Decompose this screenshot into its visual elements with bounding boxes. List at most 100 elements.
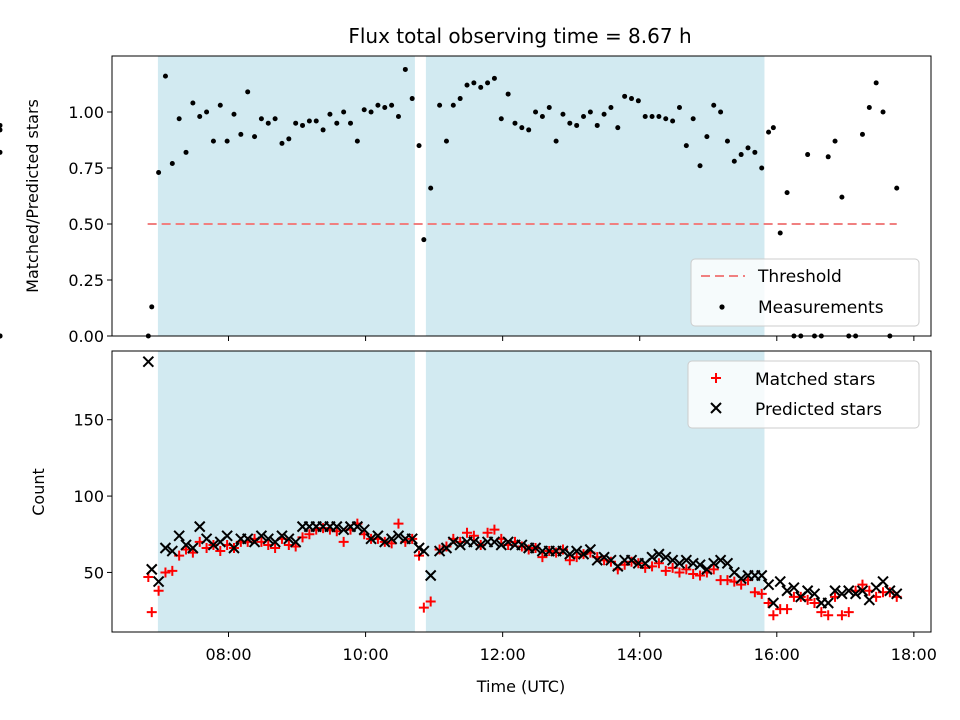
measurement-point (382, 105, 388, 111)
matched-point (318, 523, 329, 534)
measurement-point (690, 116, 696, 122)
measurement-point (156, 169, 162, 175)
predicted-point (584, 543, 597, 556)
matched-point (270, 543, 281, 554)
predicted-point (152, 575, 165, 588)
measurement-point (0, 127, 3, 133)
measurement-point (649, 113, 655, 119)
legend-matched-label: Matched stars (755, 370, 875, 390)
measurement-point (738, 152, 744, 158)
predicted-point (666, 554, 679, 566)
predicted-point (194, 520, 206, 533)
x-tick-label: 08:00 (205, 645, 251, 664)
x-tick-label: 18:00 (891, 645, 937, 664)
predicted-point (708, 557, 720, 569)
measurement-point (805, 152, 811, 158)
measurement-point (880, 109, 886, 115)
predicted-point (392, 530, 405, 542)
predicted-point (447, 536, 460, 548)
predicted-point (433, 545, 446, 557)
measurement-point (894, 185, 900, 191)
measurement-point (581, 113, 587, 119)
predicted-point (516, 539, 528, 551)
matched-point (749, 587, 760, 598)
x-tick-label: 12:00 (480, 645, 526, 664)
matched-point (516, 541, 527, 552)
measurement-point (533, 109, 539, 115)
matched-point (418, 602, 429, 613)
predicted-point (495, 539, 507, 551)
measurement-point (683, 143, 689, 149)
bottom-legend: Matched stars Predicted stars (687, 360, 920, 429)
y-tick-label: 100 (73, 487, 104, 506)
predicted-point (406, 533, 418, 545)
measurement-point (265, 120, 271, 126)
measurement-point (341, 109, 347, 115)
matched-point (674, 567, 685, 578)
measurement-point (594, 122, 600, 128)
y-tick-label: 50 (84, 563, 104, 582)
measurement-point (279, 140, 285, 146)
measurement-point (873, 80, 879, 86)
measurement-point (718, 109, 724, 115)
measurement-point (176, 116, 182, 122)
measurement-point (320, 127, 326, 133)
measurement-point (217, 102, 223, 108)
bottom-shaded-intervals (157, 351, 765, 632)
matched-point (857, 579, 868, 590)
matched-point (836, 610, 847, 621)
matched-point (816, 607, 827, 618)
predicted-point (262, 533, 274, 545)
matched-point (462, 527, 473, 538)
predicted-point (418, 545, 430, 557)
measurement-point (464, 82, 470, 88)
shaded-interval-1 (157, 56, 415, 336)
predicted-point (808, 588, 821, 600)
measurement-point (704, 134, 710, 140)
measurement-point (745, 145, 751, 151)
measurement-point (348, 120, 354, 126)
y-tick-label: 0.50 (68, 215, 104, 234)
predicted-point (653, 548, 665, 560)
measurement-point (759, 165, 765, 171)
predicted-point (529, 542, 542, 554)
measurement-point (334, 120, 340, 126)
measurement-point (389, 102, 395, 108)
matched-point (681, 564, 692, 575)
predicted-point (289, 536, 302, 548)
x-tick-label: 10:00 (343, 645, 389, 664)
measurement-point (0, 333, 3, 339)
matched-point (809, 597, 820, 608)
legend-measurements-label: Measurements (758, 298, 884, 318)
predicted-point (358, 523, 370, 536)
matched-point (782, 604, 793, 615)
measurement-point (450, 102, 456, 108)
predicted-point (660, 551, 672, 563)
matched-point (653, 558, 664, 569)
matched-point (695, 570, 706, 581)
predicted-point (255, 530, 268, 542)
measurement-point (286, 136, 292, 142)
matched-point (722, 575, 733, 586)
count-points (143, 357, 903, 621)
y-tick-label: 0.25 (68, 271, 104, 290)
predicted-point (228, 542, 240, 554)
measurement-point (601, 111, 607, 117)
top-y-axis-label: Matched/Predicted stars (23, 99, 42, 293)
matched-point (434, 544, 445, 555)
predicted-point (570, 545, 583, 557)
measurement-point (258, 116, 264, 122)
predicted-point (241, 533, 254, 545)
predicted-point (843, 585, 855, 597)
bottom-legend-box (687, 360, 920, 429)
bottom-plot-frame (111, 350, 932, 633)
bottom-y-axis: 50 100 150 (73, 411, 112, 582)
measurement-point (539, 113, 545, 119)
measurement-point (770, 125, 776, 131)
measurement-point (245, 89, 251, 95)
measurement-point (183, 149, 189, 155)
measurement-point (839, 194, 845, 200)
measurement-point (724, 138, 730, 144)
matched-point (167, 565, 178, 576)
